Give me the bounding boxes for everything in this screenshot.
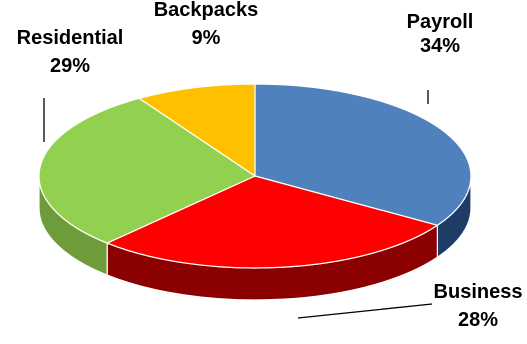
pie-slice-business [105, 175, 439, 269]
slice-value-backpacks: 9% [192, 27, 221, 49]
slice-label-payroll: Payroll [407, 11, 474, 33]
pie-slice-residential [38, 97, 257, 244]
slice-label-backpacks: Backpacks [154, 0, 259, 21]
pie-slices [38, 83, 472, 269]
slice-value-payroll: 34% [420, 35, 460, 57]
pie-slice-payroll [254, 83, 472, 226]
slice-value-business: 28% [458, 309, 498, 331]
slice-label-residential: Residential [17, 27, 124, 49]
leader-line-business [297, 303, 433, 319]
pie-slice-backpacks [137, 83, 256, 178]
slice-value-residential: 29% [50, 55, 90, 77]
leader-lines [43, 90, 433, 319]
slice-label-business: Business [434, 281, 523, 303]
